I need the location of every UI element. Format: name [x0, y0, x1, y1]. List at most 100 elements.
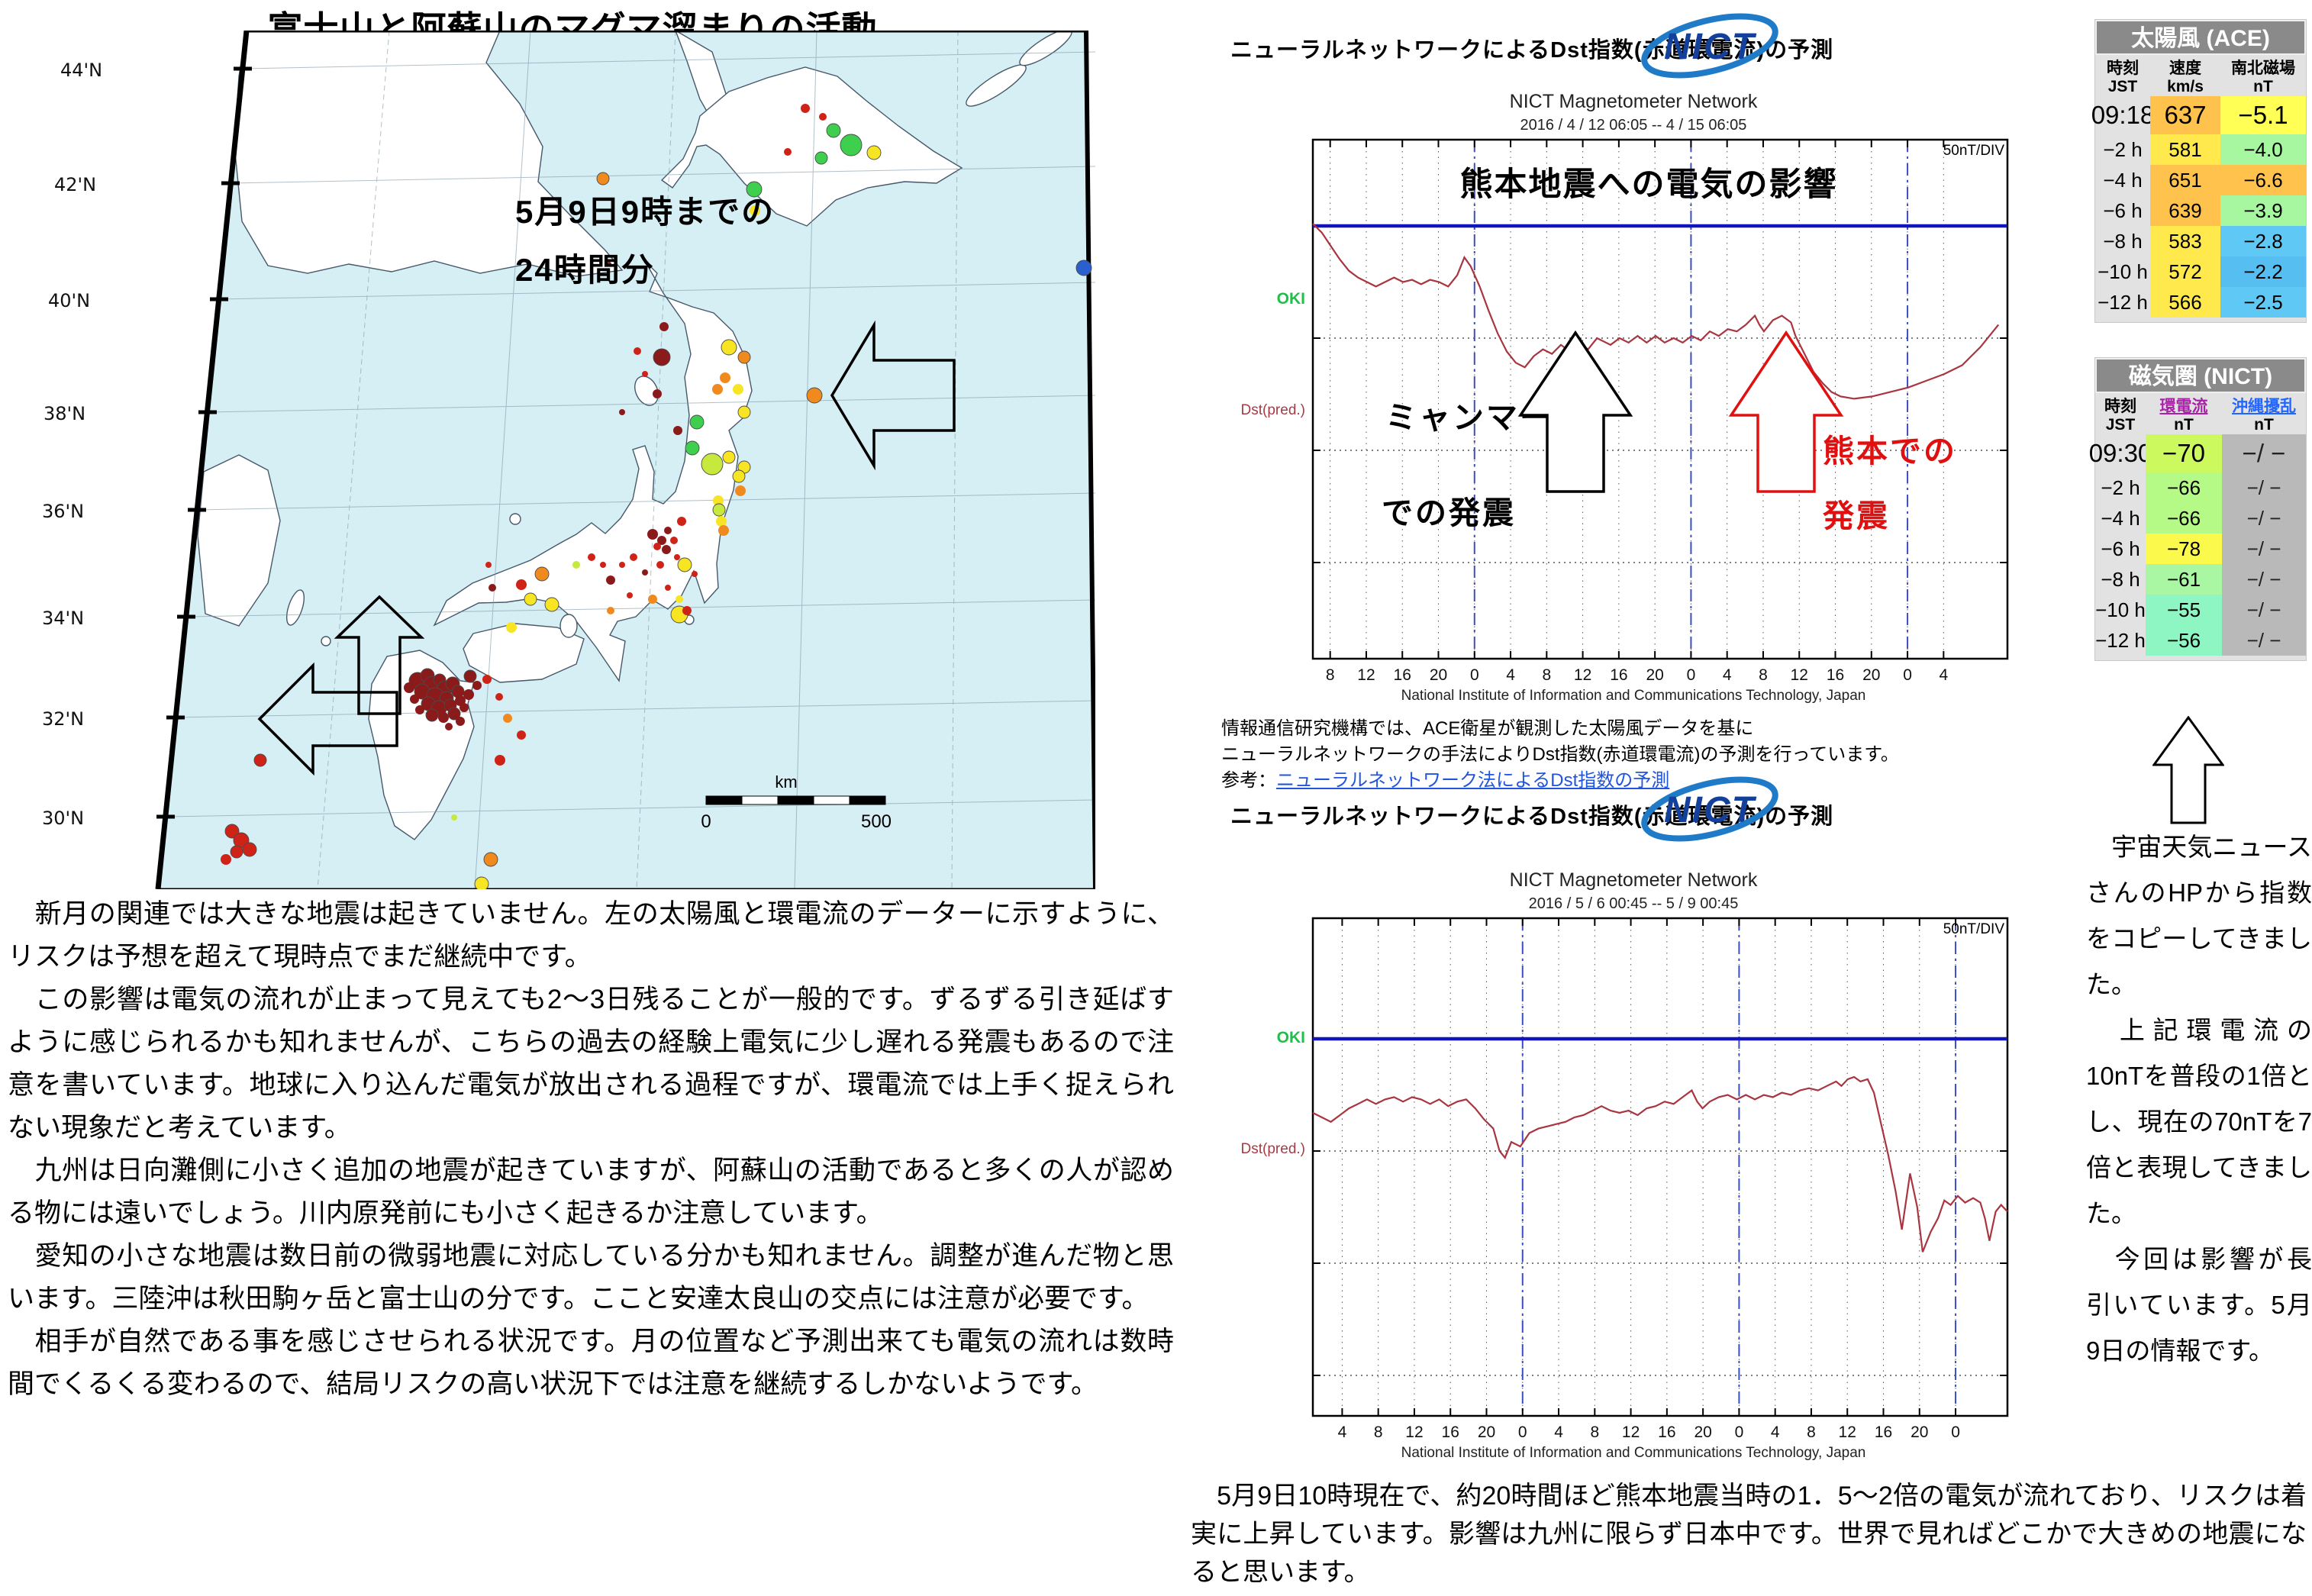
- chart1-date-range: 2016 / 4 / 12 06:05 -- 4 / 15 06:05: [1520, 117, 1747, 134]
- lat-label-32n: 32'N: [42, 708, 85, 730]
- quake-dot: [716, 516, 727, 527]
- lat-label-44n: 44'N: [60, 60, 103, 81]
- svg-text:500: 500: [861, 811, 892, 832]
- svg-text:8: 8: [1374, 1424, 1383, 1441]
- chart2-scale-label: 50nT/DIV: [1943, 921, 2004, 937]
- quake-dot: [472, 681, 482, 690]
- paragraph: 相手が自然である事を感じさせられる状況です。月の位置など予測出来ても電気の流れは…: [8, 1327, 1174, 1399]
- svg-text:16: 16: [1827, 666, 1844, 684]
- table-row: −8 h −61 −/ −: [2095, 564, 2306, 595]
- commentary-text: 新月の関連では大きな地震は起きていません。左の太陽風と環電流のデーターに示すよう…: [8, 893, 1174, 1406]
- col-speed: 速度 km/s: [2167, 60, 2204, 95]
- col-time: 時刻 JST: [2107, 60, 2139, 95]
- quake-dot: [712, 503, 726, 517]
- quake-dot: [746, 181, 763, 198]
- map-note-line1: 5月9日9時までの: [515, 194, 776, 230]
- quake-dot: [463, 689, 474, 700]
- svg-text:20: 20: [1862, 666, 1880, 684]
- left-arrow-icon: [257, 662, 398, 776]
- quake-dot: [544, 597, 559, 612]
- chart2-plot: 4 8 12 16 20 0 4 8 12 16 20 0 4 8 12 16 20 0: [1311, 917, 2009, 1441]
- up-arrow-icon: [1517, 330, 1633, 493]
- quake-dot: [866, 145, 882, 160]
- quake-dot: [1075, 260, 1092, 276]
- svg-text:8: 8: [1542, 666, 1551, 684]
- hokkaido: [660, 66, 963, 227]
- arrow-label-kumamoto-1: 熊本での: [1823, 434, 1957, 469]
- quake-dot: [516, 579, 527, 590]
- quake-dot: [482, 675, 492, 684]
- japan-map-svg: km 0 500: [155, 28, 1098, 892]
- paragraph: 九州は日向灘側に小さく追加の地震が起きていますが、阿蘇山の活動であると多くの人が…: [8, 1156, 1174, 1228]
- chart2-oki-label: OKI: [1276, 1029, 1305, 1046]
- earthquake-dots-layer: [221, 104, 1092, 892]
- svg-text:12: 12: [1622, 1424, 1640, 1441]
- svg-text:16: 16: [1394, 666, 1411, 684]
- lat-label-38n: 38'N: [44, 403, 86, 424]
- quake-dot: [657, 536, 666, 545]
- svg-text:16: 16: [1610, 666, 1627, 684]
- svg-text:16: 16: [1875, 1424, 1892, 1441]
- quake-dot: [404, 682, 414, 693]
- quake-dot: [485, 562, 492, 568]
- lat-label-30n: 30'N: [42, 808, 85, 829]
- nict-logo-text: NICT: [1664, 790, 1757, 830]
- quake-dot: [806, 387, 823, 404]
- quake-dot: [659, 322, 669, 331]
- svg-text:0: 0: [1903, 666, 1912, 684]
- continent-coast: [234, 30, 624, 277]
- quake-dot: [685, 440, 700, 456]
- quake-dot: [627, 592, 633, 598]
- svg-text:20: 20: [1911, 1424, 1928, 1441]
- chart2-dst-label: Dst(pred.): [1240, 1141, 1305, 1157]
- chart1-scale-label: 50nT/DIV: [1943, 143, 2004, 159]
- quake-dot: [662, 545, 671, 554]
- right-note-text: 宇宙天気ニュースさんのHPから指数をコピーしてきました。 上記環電流の10nTを…: [2086, 824, 2312, 1374]
- chart2-title: NICT Magnetometer Network: [1509, 869, 1758, 891]
- arrow-label-myanmar-2: での発震: [1382, 495, 1516, 530]
- quake-dot: [840, 134, 863, 156]
- quake-dot: [670, 537, 678, 544]
- left-arrow-icon: [830, 320, 956, 471]
- quake-dot: [656, 561, 664, 569]
- svg-text:0: 0: [1687, 666, 1696, 684]
- table-row: −2 h 581 −4.0: [2095, 134, 2306, 165]
- quake-dot: [712, 384, 723, 395]
- quake-dot: [826, 123, 841, 138]
- dst-prediction-link[interactable]: ニューラルネットワーク法によるDst指数の予測: [1276, 770, 1670, 791]
- quake-dot: [474, 876, 489, 892]
- svg-text:12: 12: [1839, 1424, 1856, 1441]
- quake-dot: [607, 262, 611, 266]
- quake-dot: [456, 717, 465, 726]
- table-row: 09:18 637 −5.1: [2091, 96, 2306, 134]
- quake-dot: [677, 517, 686, 526]
- quake-dot: [814, 151, 828, 165]
- svg-text:20: 20: [1646, 666, 1663, 684]
- svg-text:0: 0: [1735, 1424, 1744, 1441]
- chart2-footer: National Institute of Information and Co…: [1401, 1445, 1866, 1461]
- quake-dot: [572, 561, 580, 569]
- paragraph: 宇宙天気ニュースさんのHPから指数をコピーしてきました。: [2086, 833, 2312, 998]
- table-row: −10 h −55 −/ −: [2095, 595, 2306, 625]
- col-ring-current: 環電流 nT: [2159, 398, 2208, 434]
- chart1-oki-label: OKI: [1276, 290, 1305, 308]
- quake-dot: [410, 695, 419, 704]
- magnetosphere-table-title: 磁気圏 (NICT): [2095, 358, 2306, 393]
- col-time: 時刻 JST: [2104, 398, 2136, 434]
- quake-dot: [735, 485, 746, 496]
- quake-dot: [737, 350, 751, 364]
- quake-dot: [648, 595, 657, 604]
- shikoku: [463, 623, 585, 683]
- quake-dot: [673, 426, 682, 435]
- magnetosphere-table-header: 時刻 JST 環電流 nT 沖縄擾乱 nT: [2095, 393, 2306, 434]
- svg-text:0: 0: [1951, 1424, 1960, 1441]
- svg-text:16: 16: [1442, 1424, 1459, 1441]
- svg-text:12: 12: [1791, 666, 1808, 684]
- quake-dot: [242, 842, 257, 857]
- ring-current-link[interactable]: 環電流: [2159, 398, 2208, 415]
- solar-wind-table: 太陽風 (ACE) 時刻 JST 速度 km/s 南北磁場 nT 09:18 637 …: [2091, 19, 2307, 323]
- iki-island: [321, 636, 331, 646]
- svg-text:8: 8: [1326, 666, 1335, 684]
- quake-dot: [732, 469, 746, 483]
- okinawa-disturbance-link[interactable]: 沖縄擾乱: [2232, 398, 2296, 415]
